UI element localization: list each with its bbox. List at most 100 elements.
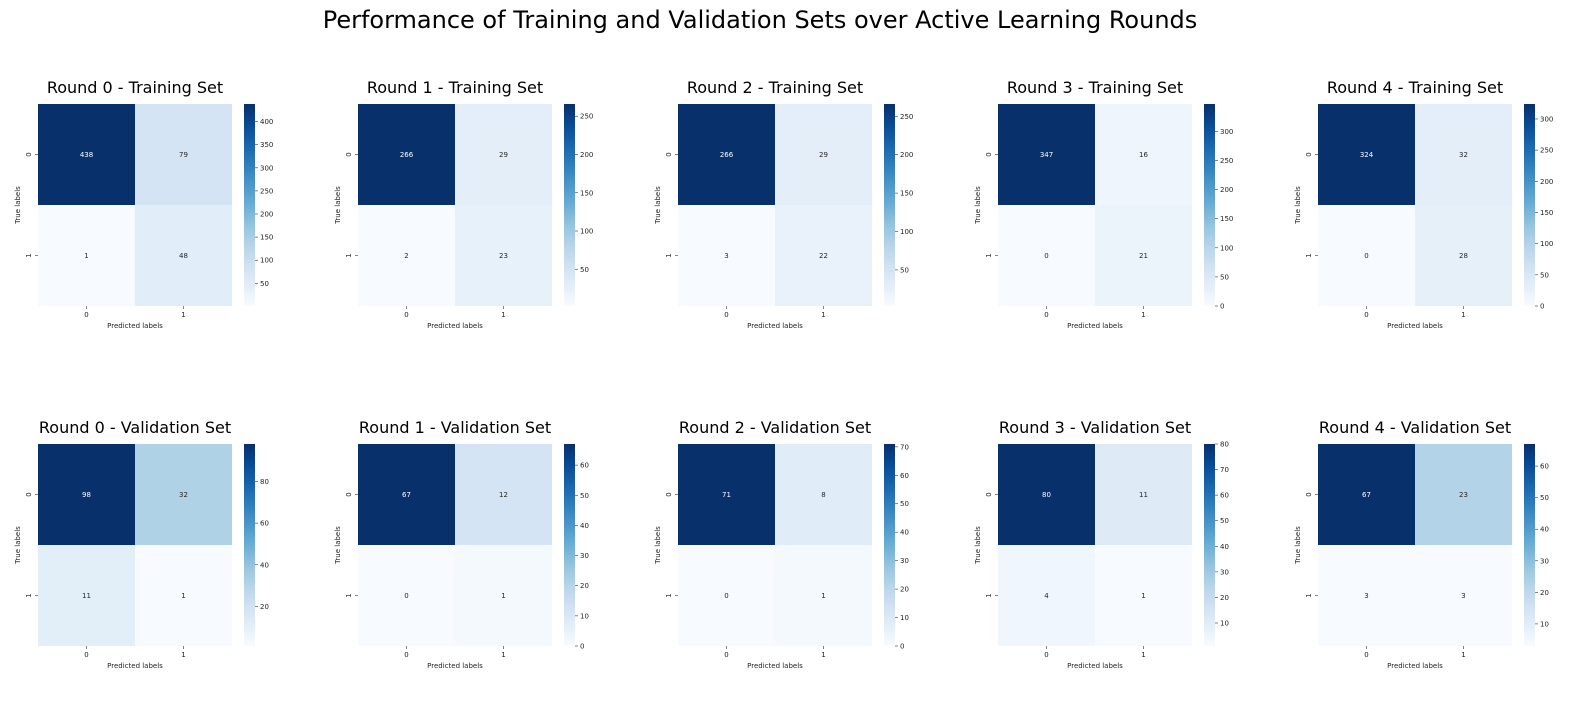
cell-value-label: 16 <box>1139 151 1148 159</box>
cell-value-label: 32 <box>179 491 188 499</box>
heatmap-subplot: Round 1 - Validation Set 67 12 0 1 0 1 0 1 Predic… <box>320 414 620 714</box>
y-axis-label: True labels <box>14 526 22 565</box>
colorbar <box>564 104 575 306</box>
colorbar-tick-label: 0 <box>900 643 904 651</box>
cell-value-label: 71 <box>722 491 731 499</box>
heatmap-cell <box>678 205 775 306</box>
cell-value-label: 12 <box>499 491 508 499</box>
subplot-title: Round 1 - Training Set <box>367 78 543 97</box>
x-axis-label: Predicted labels <box>747 322 803 330</box>
heatmap-subplot: Round 3 - Validation Set 80 11 4 1 0 1 0 1 Predic… <box>960 414 1260 714</box>
colorbar-tick-label: 400 <box>260 118 273 126</box>
heatmap-cell <box>135 444 232 545</box>
cell-value-label: 22 <box>819 252 828 260</box>
colorbar-tick-label: 0 <box>1220 303 1224 311</box>
cell-value-label: 67 <box>1362 491 1371 499</box>
y-tick-label: 0 <box>345 152 353 156</box>
x-tick-label: 0 <box>404 651 408 659</box>
heatmap-subplot: Round 4 - Training Set 324 32 0 28 0 1 0 1 Predic… <box>1280 74 1570 374</box>
heatmap-cell <box>998 104 1095 205</box>
heatmap-cell <box>38 444 135 545</box>
colorbar <box>884 444 895 646</box>
heatmap-cell <box>455 205 552 306</box>
cell-value-label: 21 <box>1139 252 1148 260</box>
colorbar-tick-label: 50 <box>900 266 909 274</box>
colorbar-tick-label: 20 <box>900 586 909 594</box>
y-tick-label: 0 <box>665 152 673 156</box>
cell-value-label: 4 <box>1044 592 1049 600</box>
cell-value-label: 2 <box>404 252 408 260</box>
x-tick-label: 1 <box>181 651 185 659</box>
colorbar-tick-label: 200 <box>900 151 913 159</box>
heatmap-svg: Round 4 - Training Set 324 32 0 28 0 1 0 1 Predic… <box>1294 78 1553 330</box>
heatmap-cell <box>1415 444 1512 545</box>
colorbar-tick-label: 50 <box>1220 517 1229 525</box>
heatmap-cell <box>1415 205 1512 306</box>
colorbar-tick-label: 50 <box>260 280 269 288</box>
y-tick-label: 0 <box>1305 152 1313 156</box>
x-tick-label: 1 <box>501 311 505 319</box>
cell-value-label: 1 <box>181 592 185 600</box>
y-axis-label: True labels <box>334 186 342 225</box>
colorbar-tick-label: 40 <box>260 561 269 569</box>
heatmap-subplot: Round 1 - Training Set 266 29 2 23 0 1 0 1 Predic… <box>320 74 620 374</box>
colorbar-tick-label: 150 <box>1540 209 1553 217</box>
y-tick-label: 0 <box>985 152 993 156</box>
colorbar-tick-label: 70 <box>900 443 909 451</box>
heatmap-cell <box>135 205 232 306</box>
heatmap-cell <box>358 444 455 545</box>
colorbar-tick-label: 200 <box>260 211 273 219</box>
heatmap-svg: Round 0 - Training Set 438 79 1 48 0 1 0 1 Predic… <box>14 78 273 330</box>
colorbar-tick-label: 80 <box>1220 441 1229 449</box>
heatmap-cell <box>38 205 135 306</box>
colorbar-tick-label: 10 <box>580 612 589 620</box>
heatmap-cell <box>38 104 135 205</box>
heatmap-cell <box>38 545 135 646</box>
y-tick-label: 0 <box>1305 492 1313 496</box>
colorbar-tick-label: 50 <box>1540 494 1549 502</box>
heatmap-cell <box>775 444 872 545</box>
cell-value-label: 23 <box>1459 491 1468 499</box>
colorbar-tick-label: 50 <box>1540 271 1549 279</box>
y-axis-label: True labels <box>654 186 662 225</box>
heatmap-cell <box>678 444 775 545</box>
colorbar-tick-label: 80 <box>260 478 269 486</box>
cell-value-label: 48 <box>179 252 188 260</box>
cell-value-label: 3 <box>1461 592 1465 600</box>
x-axis-label: Predicted labels <box>1067 662 1123 670</box>
y-tick-label: 1 <box>25 593 33 597</box>
colorbar-tick-label: 100 <box>900 228 913 236</box>
cell-value-label: 11 <box>1139 491 1148 499</box>
cell-value-label: 0 <box>724 592 728 600</box>
colorbar-tick-label: 300 <box>1220 128 1233 136</box>
x-axis-label: Predicted labels <box>427 662 483 670</box>
cell-value-label: 266 <box>400 151 414 159</box>
cell-value-label: 11 <box>82 592 91 600</box>
x-axis-label: Predicted labels <box>107 662 163 670</box>
colorbar-tick-label: 250 <box>900 113 913 121</box>
heatmap-cell <box>1318 104 1415 205</box>
x-tick-label: 1 <box>181 311 185 319</box>
colorbar <box>244 444 255 646</box>
colorbar-tick-label: 250 <box>1220 157 1233 165</box>
y-tick-label: 1 <box>665 593 673 597</box>
x-axis-label: Predicted labels <box>427 322 483 330</box>
cell-value-label: 324 <box>1360 151 1374 159</box>
colorbar-tick-label: 100 <box>1540 240 1553 248</box>
colorbar-tick-label: 60 <box>580 462 589 470</box>
colorbar-tick-label: 40 <box>580 522 589 530</box>
heatmap-cell <box>358 205 455 306</box>
y-tick-label: 0 <box>25 152 33 156</box>
heatmap-cell <box>775 104 872 205</box>
heatmap-subplot: Round 4 - Validation Set 67 23 3 3 0 1 0 1 Predic… <box>1280 414 1570 714</box>
heatmap-cell <box>135 545 232 646</box>
colorbar-tick-label: 60 <box>1220 492 1229 500</box>
y-tick-label: 1 <box>1305 253 1313 257</box>
x-tick-label: 0 <box>1044 651 1048 659</box>
colorbar-tick-label: 100 <box>260 257 273 265</box>
colorbar-tick-label: 150 <box>580 189 593 197</box>
heatmap-cell <box>455 444 552 545</box>
cell-value-label: 32 <box>1459 151 1468 159</box>
y-tick-label: 1 <box>1305 593 1313 597</box>
